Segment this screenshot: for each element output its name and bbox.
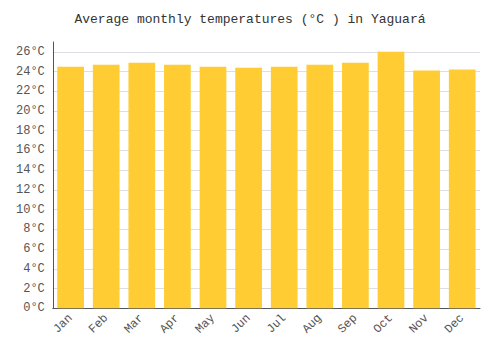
svg-text:Nov: Nov (406, 311, 431, 336)
svg-text:Jul: Jul (264, 311, 289, 336)
svg-text:26°C: 26°C (16, 45, 45, 59)
svg-text:Dec: Dec (442, 311, 467, 336)
svg-text:Apr: Apr (157, 311, 182, 336)
svg-text:6°C: 6°C (23, 242, 45, 256)
svg-text:Mar: Mar (122, 311, 147, 336)
svg-text:Oct: Oct (371, 311, 396, 336)
svg-text:Aug: Aug (300, 311, 325, 336)
svg-text:24°C: 24°C (16, 65, 45, 79)
svg-text:18°C: 18°C (16, 124, 45, 138)
svg-text:14°C: 14°C (16, 163, 45, 177)
svg-text:16°C: 16°C (16, 143, 45, 157)
svg-text:22°C: 22°C (16, 84, 45, 98)
svg-text:20°C: 20°C (16, 104, 45, 118)
svg-text:Sep: Sep (335, 311, 360, 336)
svg-text:12°C: 12°C (16, 183, 45, 197)
svg-text:Jun: Jun (228, 311, 253, 336)
svg-text:Average monthly temperatures (: Average monthly temperatures (°C ) in Ya… (74, 12, 425, 27)
svg-text:4°C: 4°C (23, 262, 45, 276)
svg-text:Jan: Jan (50, 311, 75, 336)
svg-text:0°C: 0°C (23, 301, 45, 315)
svg-text:10°C: 10°C (16, 203, 45, 217)
svg-text:8°C: 8°C (23, 222, 45, 236)
svg-text:Feb: Feb (86, 311, 111, 336)
svg-text:May: May (193, 311, 218, 336)
svg-text:2°C: 2°C (23, 282, 45, 296)
